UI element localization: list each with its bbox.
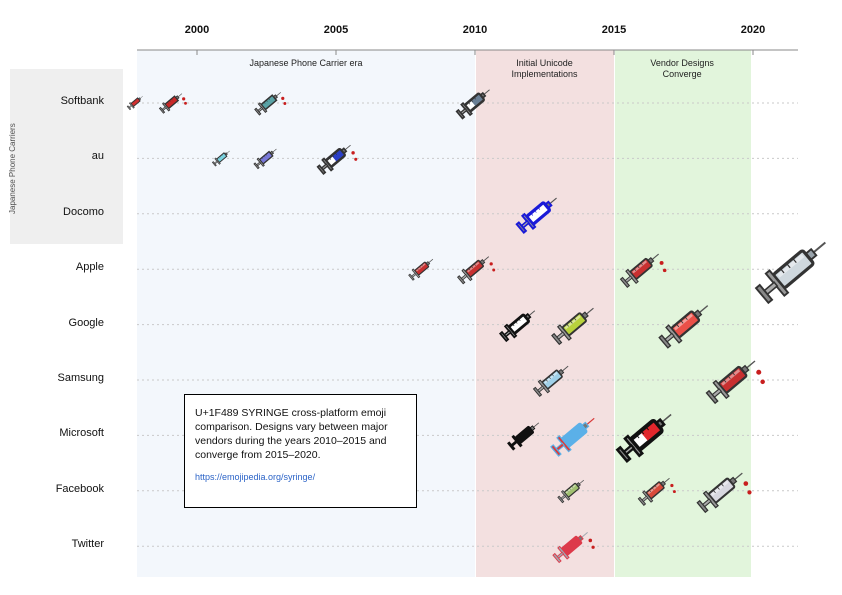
blood-drop-icon: [281, 96, 287, 105]
era-label: Japanese Phone Carrier era: [249, 58, 363, 68]
syringe-emoji-apple: [456, 256, 490, 285]
blood-drop-icon: [489, 262, 496, 272]
info-box: U+1F489 SYRINGE cross-platform emoji com…: [184, 394, 417, 508]
syringe-emoji-apple: [754, 241, 826, 305]
blood-drop-icon: [743, 481, 752, 495]
row-label-google: Google: [68, 316, 104, 329]
row-label-softbank: Softbank: [60, 95, 104, 107]
syringe-emoji-google: [498, 310, 536, 343]
blood-drop-icon: [351, 151, 358, 161]
syringe-emoji-microsoft: [615, 413, 672, 464]
syringe-emoji-softbank: [455, 89, 490, 120]
blood-drop-icon: [659, 260, 667, 273]
syringe-emoji-facebook: [557, 479, 585, 504]
syringe-emoji-google: [551, 307, 594, 346]
era-label: Vendor Designs Converge: [650, 58, 714, 79]
syringe-emoji-docomo: [515, 197, 557, 235]
row-label-microsoft: Microsoft: [59, 427, 104, 440]
row-label-samsung: Samsung: [57, 372, 104, 384]
syringe-emoji-au: [211, 150, 230, 167]
row-label-facebook: Facebook: [55, 482, 104, 495]
blood-drop-icon: [670, 483, 676, 494]
year-tick-label: 2020: [740, 24, 766, 36]
emojipedia-link[interactable]: https://emojipedia.org/syringe/: [195, 472, 316, 482]
syringe-emoji-twitter: [552, 531, 588, 564]
era-label: Initial Unicode Implementations: [511, 58, 578, 79]
syringe-emoji-facebook: [696, 472, 743, 514]
syringe-emoji-microsoft: [507, 422, 540, 451]
syringe-emoji-softbank: [126, 96, 143, 111]
row-label-apple: Apple: [75, 261, 104, 274]
syringe-emoji-google: [658, 305, 709, 349]
syringe-emoji-au: [316, 144, 351, 175]
syringe-emoji-samsung: [705, 360, 756, 405]
year-tick-label: 2015: [601, 24, 627, 36]
year-tick-label: 2000: [184, 24, 210, 36]
blood-drop-icon: [756, 369, 765, 385]
syringe-emoji-au: [253, 148, 277, 170]
carrier-group-box: [10, 69, 123, 244]
syringe-emoji-samsung: [532, 365, 569, 397]
syringe-emoji-softbank: [158, 93, 183, 114]
row-label-docomo: Docomo: [63, 205, 104, 218]
info-text: U+1F489 SYRINGE cross-platform emoji com…: [195, 407, 388, 461]
syringe-emoji-microsoft: [550, 417, 595, 457]
blood-drop-icon: [182, 97, 187, 105]
year-tick-label: 2010: [462, 24, 488, 36]
era-band: [475, 50, 615, 577]
row-label-twitter: Twitter: [71, 538, 104, 551]
blood-drop-icon: [588, 538, 595, 549]
syringe-emoji-softbank: [254, 92, 282, 116]
year-tick-label: 2005: [323, 24, 349, 36]
syringe-emoji-apple: [408, 258, 434, 281]
row-label-au: au: [91, 150, 104, 163]
syringe-emoji-apple: [619, 253, 660, 288]
syringe-emoji-facebook: [637, 477, 670, 506]
